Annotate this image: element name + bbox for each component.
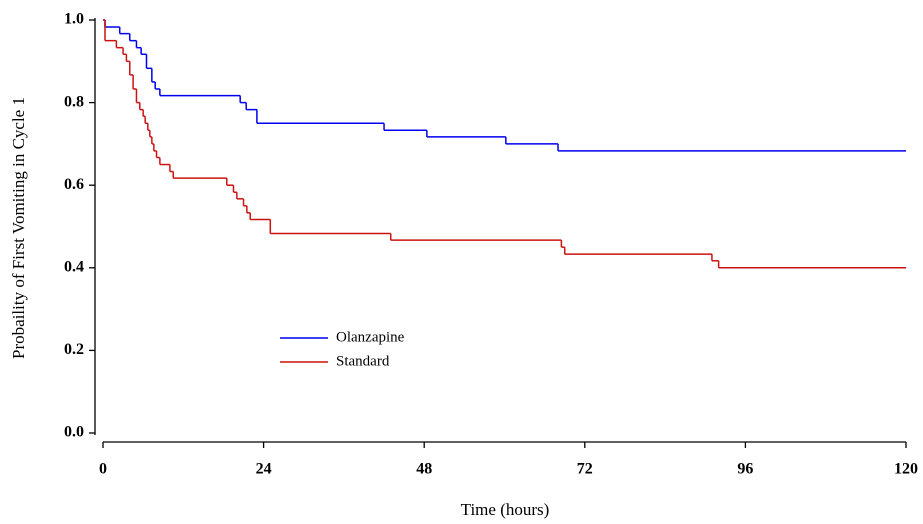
x-axis-title: Time (hours) (461, 500, 550, 519)
x-tick-label: 120 (894, 461, 918, 478)
y-tick-label: 1.0 (64, 11, 84, 28)
x-tick-label: 96 (737, 461, 753, 478)
y-tick-label: 0.6 (64, 176, 84, 193)
y-tick-label: 0.2 (64, 341, 84, 358)
x-tick-label: 48 (416, 461, 432, 478)
y-tick-label: 0.8 (64, 93, 84, 110)
x-tick-label: 24 (256, 461, 272, 478)
x-tick-label: 72 (577, 461, 593, 478)
y-axis-title: Probaility of First Vomiting in Cycle 1 (9, 97, 28, 359)
legend-label: Olanzapine (336, 329, 405, 345)
x-tick-label: 0 (99, 461, 107, 478)
legend-label: Standard (336, 353, 390, 369)
y-tick-label: 0.4 (64, 258, 84, 275)
y-tick-label: 0.0 (64, 424, 84, 441)
